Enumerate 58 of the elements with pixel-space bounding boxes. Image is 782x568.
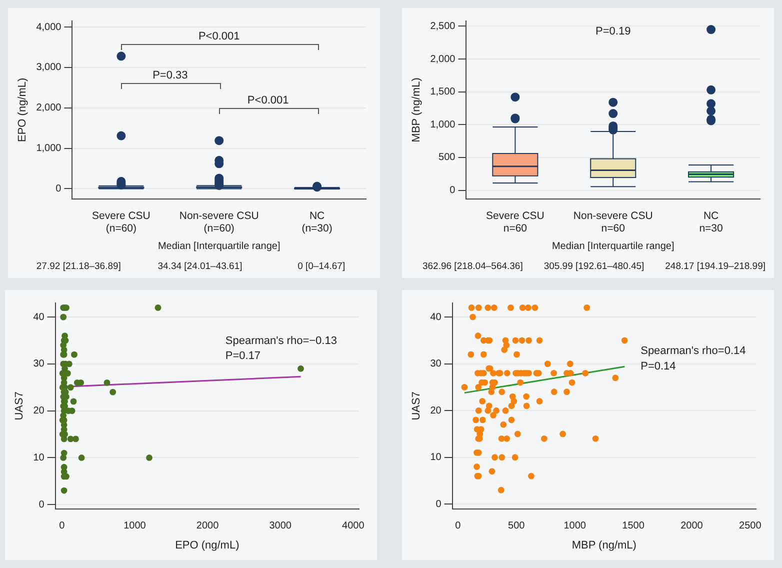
x-tick-label: 3000 bbox=[269, 520, 292, 532]
x-tick-label: 2000 bbox=[196, 520, 220, 532]
y-tick-label: 500 bbox=[438, 152, 456, 164]
x-tick-label: Non-severe CSU (n=60) bbox=[179, 210, 259, 235]
annotation: P=0.17 bbox=[225, 350, 261, 362]
x-tick-label: Non-severe CSU n=60 bbox=[573, 210, 653, 235]
y-tick-label: 10 bbox=[33, 452, 45, 464]
annotation: P=0.19 bbox=[596, 25, 631, 38]
y-tick-label: 1,000 bbox=[36, 143, 62, 154]
y-axis-title: EPO (ng/mL) bbox=[16, 78, 29, 142]
x-axis-title: MBP (ng/mL) bbox=[572, 539, 636, 552]
annotation: P<0.001 bbox=[198, 30, 240, 43]
y-tick-label: 2,000 bbox=[430, 54, 456, 65]
y-tick-label: 10 bbox=[430, 452, 442, 464]
y-tick-label: 0 bbox=[38, 499, 45, 510]
x-tick-label: 1000 bbox=[124, 520, 146, 532]
y-tick-label: 20 bbox=[430, 405, 442, 416]
annotation: P=0.33 bbox=[152, 69, 188, 82]
text: 248.17 [194.19–218.99] bbox=[665, 260, 766, 272]
text: 27.92 [21.18–36.89] bbox=[36, 260, 121, 272]
x-tick-label: NC (n=30) bbox=[302, 210, 332, 235]
y-tick-label: 0 bbox=[436, 498, 442, 510]
x-axis-title: EPO (ng/mL) bbox=[175, 539, 240, 552]
annotation: P=0.14 bbox=[640, 360, 676, 373]
y-axis-title: UAS7 bbox=[14, 392, 26, 420]
annotation: P<0.001 bbox=[247, 94, 289, 106]
x-axis-title: Median [Interquartile range] bbox=[552, 240, 674, 252]
x-tick-label: Severe CSU (n=60) bbox=[92, 210, 150, 235]
y-tick-label: 30 bbox=[33, 358, 45, 370]
annotation: Spearman's rho=−0.13 bbox=[225, 334, 337, 347]
x-tick-label: 1000 bbox=[564, 520, 586, 532]
y-tick-label: 40 bbox=[430, 312, 442, 323]
x-tick-label: 500 bbox=[508, 520, 526, 532]
y-tick-label: 1,000 bbox=[430, 119, 456, 130]
text: 34.34 [24.01–43.61] bbox=[158, 260, 242, 272]
y-tick-label: 0 bbox=[450, 185, 456, 196]
y-tick-label: 2,000 bbox=[36, 102, 62, 114]
y-axis-title: UAS7 bbox=[410, 392, 423, 420]
y-tick-label: 20 bbox=[33, 406, 45, 417]
x-tick-label: 2000 bbox=[680, 520, 704, 532]
y-tick-label: 40 bbox=[33, 312, 45, 323]
y-tick-label: 4,000 bbox=[36, 22, 62, 33]
annotation: Spearman's rho=0.14 bbox=[640, 345, 746, 358]
y-axis-title: MBP (ng/mL) bbox=[410, 78, 423, 142]
x-tick-label: 1500 bbox=[622, 520, 645, 532]
text: 362.96 [218.04–564.36] bbox=[422, 260, 523, 272]
y-tick-label: 2,500 bbox=[430, 21, 456, 32]
x-tick-label: 4000 bbox=[342, 520, 365, 532]
y-tick-label: 0 bbox=[56, 183, 62, 194]
x-tick-label: Severe CSU n=60 bbox=[486, 210, 544, 235]
y-tick-label: 30 bbox=[430, 358, 442, 370]
text: 305.99 [192.61–480.45] bbox=[544, 260, 644, 272]
x-tick-label: NC n=30 bbox=[699, 210, 724, 235]
x-tick-label: 2500 bbox=[739, 520, 762, 532]
y-tick-label: 1,500 bbox=[430, 86, 456, 98]
x-axis-title: Median [Interquartile range] bbox=[158, 240, 280, 252]
y-tick-label: 3,000 bbox=[36, 62, 62, 74]
text: 0 [0–14.67] bbox=[298, 260, 346, 272]
